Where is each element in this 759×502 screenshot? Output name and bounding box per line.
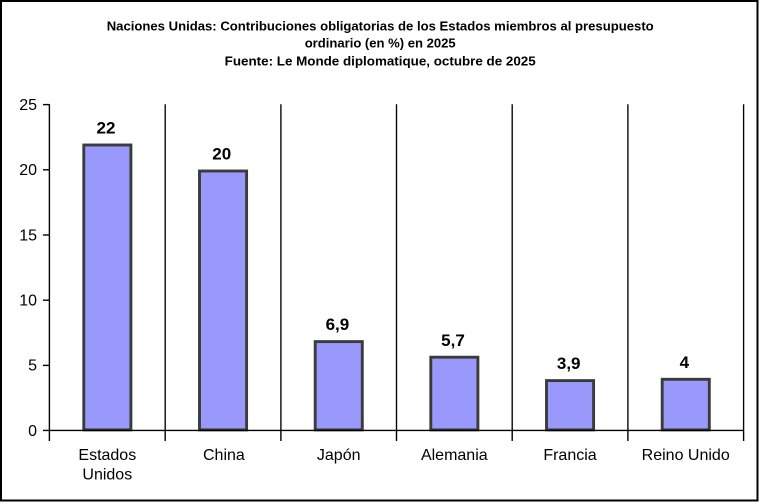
svg-text:Japón: Japón bbox=[317, 447, 361, 464]
svg-text:Estados: Estados bbox=[78, 447, 136, 464]
svg-text:0: 0 bbox=[28, 423, 37, 440]
svg-text:6,9: 6,9 bbox=[326, 315, 350, 334]
svg-text:15: 15 bbox=[19, 227, 37, 244]
svg-text:5,7: 5,7 bbox=[441, 331, 465, 350]
svg-text:20: 20 bbox=[212, 145, 231, 164]
svg-text:4: 4 bbox=[680, 353, 690, 372]
svg-text:3,9: 3,9 bbox=[557, 354, 581, 373]
svg-text:10: 10 bbox=[19, 293, 37, 310]
svg-text:China: China bbox=[203, 447, 245, 464]
svg-text:Francia: Francia bbox=[543, 447, 596, 464]
svg-text:Fuente: Le Monde diplomatique,: Fuente: Le Monde diplomatique, octubre d… bbox=[225, 53, 536, 68]
svg-text:Alemania: Alemania bbox=[421, 447, 488, 464]
svg-text:22: 22 bbox=[97, 119, 116, 138]
svg-text:5: 5 bbox=[28, 358, 37, 375]
svg-text:ordinario (en %) en 2025: ordinario (en %) en 2025 bbox=[305, 36, 456, 51]
svg-text:20: 20 bbox=[19, 162, 37, 179]
svg-text:Naciones Unidas: Contribucione: Naciones Unidas: Contribuciones obligato… bbox=[107, 19, 654, 34]
svg-text:25: 25 bbox=[19, 97, 37, 114]
svg-text:Reino Unido: Reino Unido bbox=[642, 447, 730, 464]
svg-text:Unidos: Unidos bbox=[82, 467, 132, 484]
